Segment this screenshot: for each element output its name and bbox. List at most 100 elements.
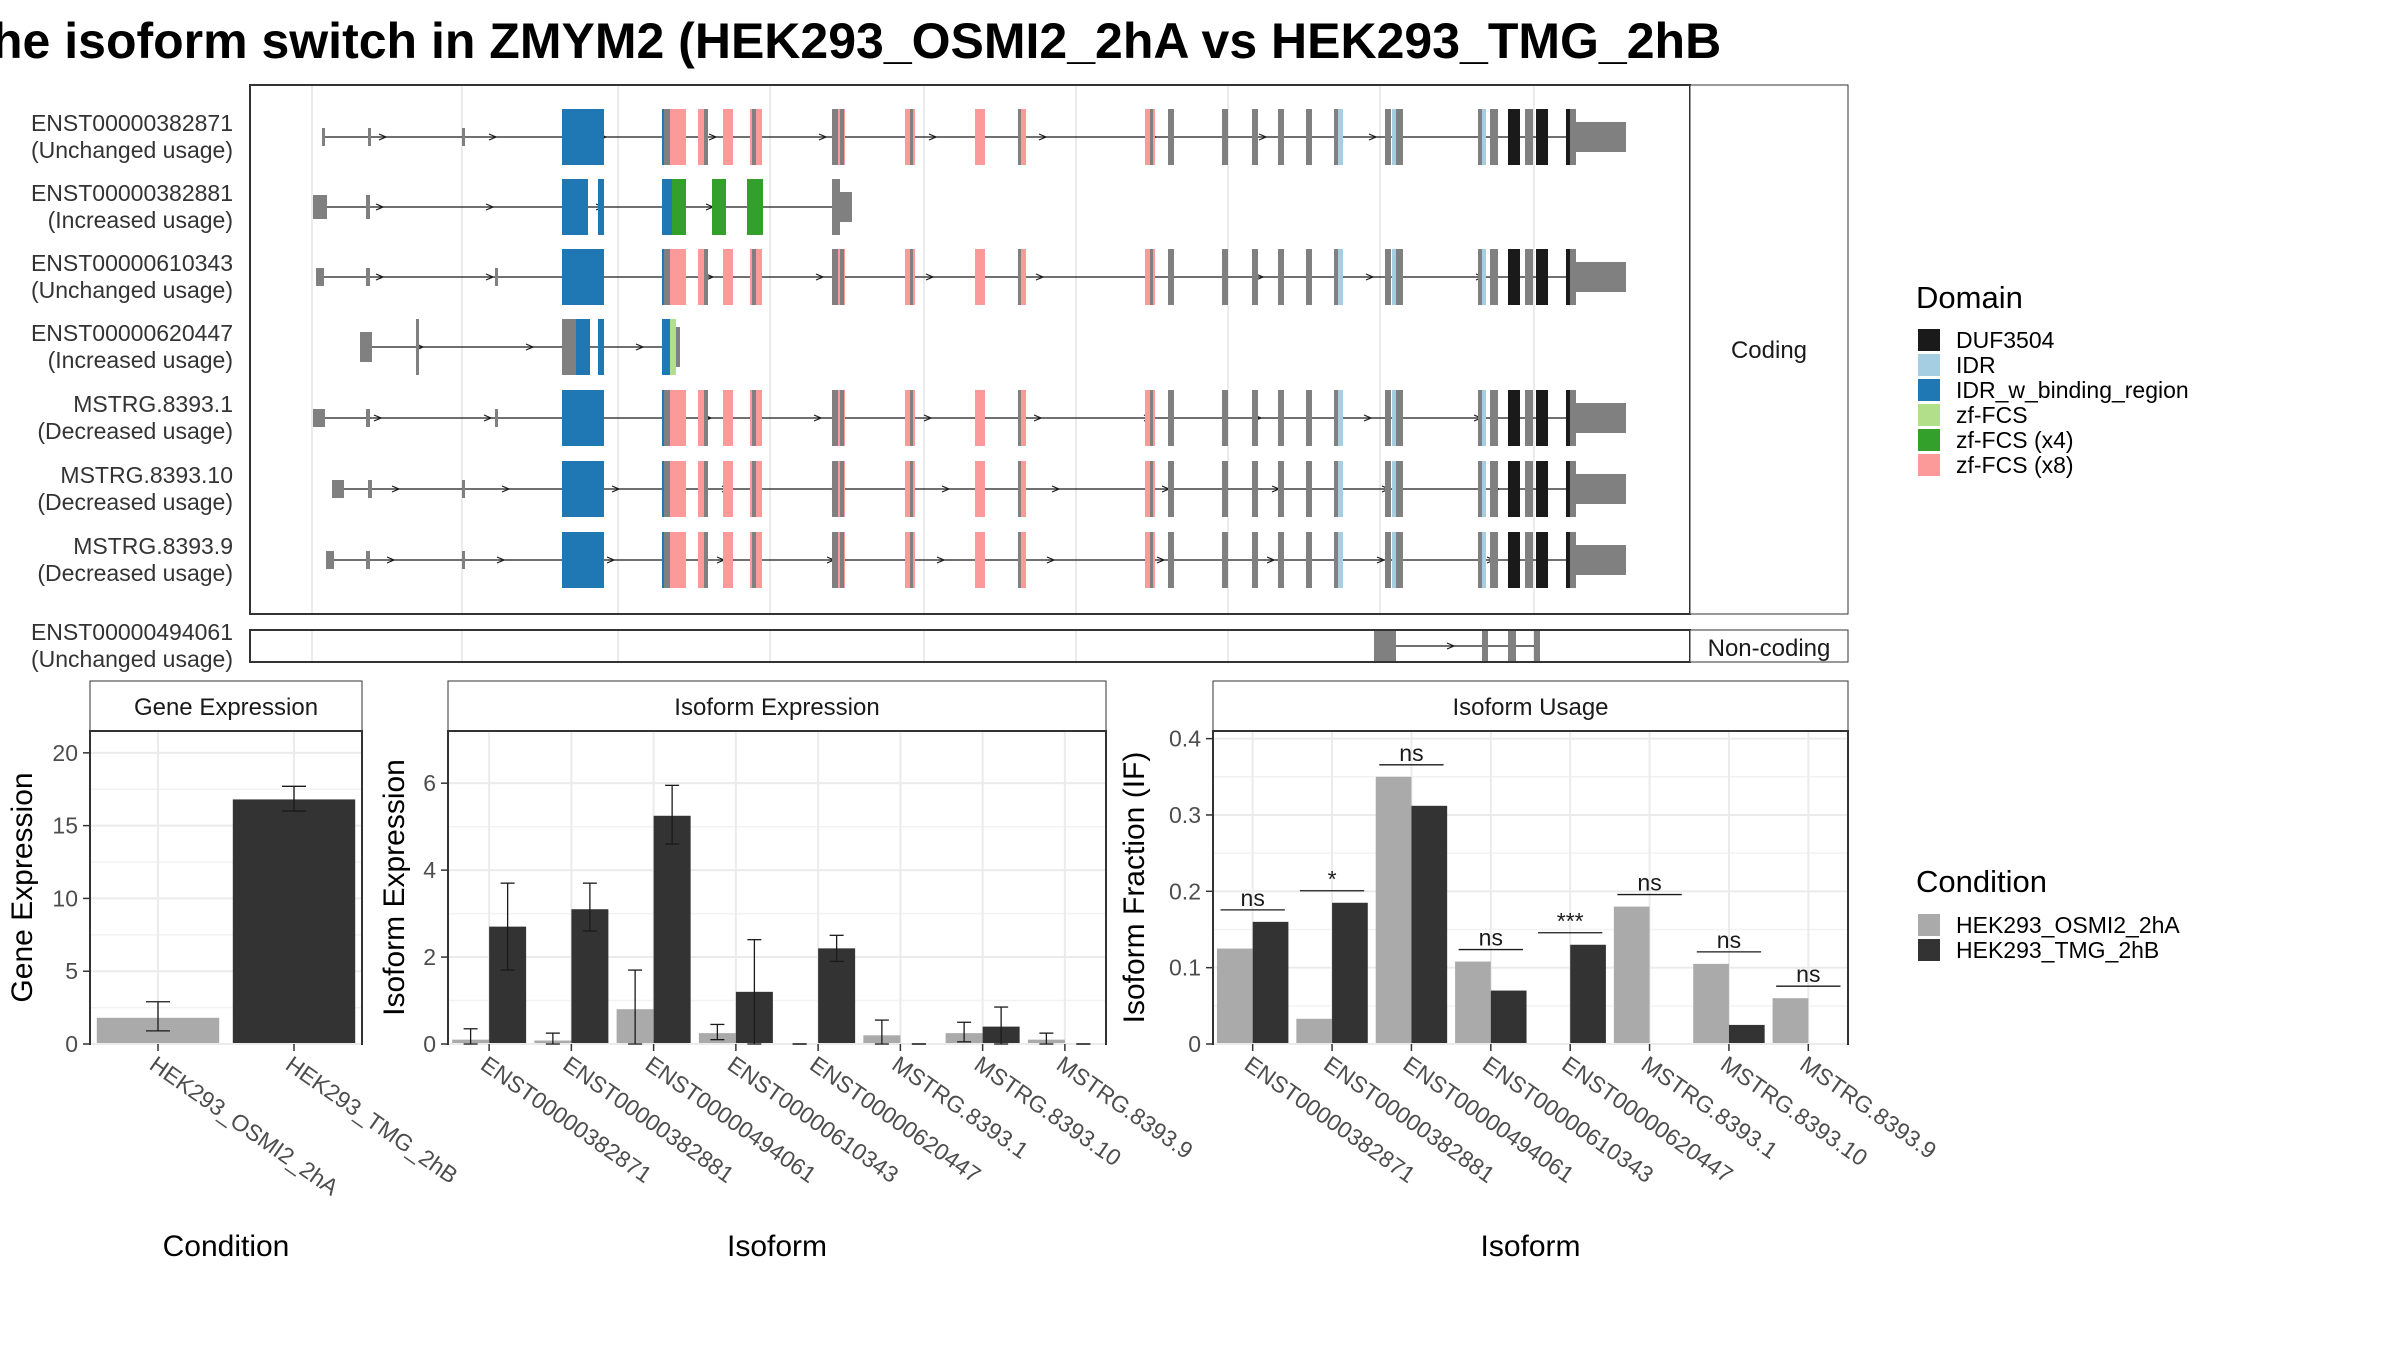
strand-arrow [496,556,506,564]
exon [832,390,838,446]
strand-arrow [488,133,498,141]
exon [1018,532,1021,588]
exon [1018,109,1021,165]
exon [1396,532,1403,588]
exon [664,109,670,165]
domain-duf3504 [1508,461,1520,517]
y-axis-title: Gene Expression [6,772,39,1002]
y-tick-label: 0 [423,1031,436,1057]
exon [1525,461,1533,517]
transcript-label: ENST00000610343(Unchanged usage) [31,250,233,303]
facet-strip [89,680,363,732]
transcript-usage: (Decreased usage) [37,489,233,515]
exon [1570,249,1576,305]
domain-duf3504 [1508,532,1520,588]
exon [664,532,670,588]
exon [664,461,670,517]
utr-exon [1576,545,1626,575]
exon [1385,249,1391,305]
strand-arrow [705,273,715,281]
exon [832,109,838,165]
strand-arrow [813,414,823,422]
domain-idr-binding [598,390,604,446]
exon [1168,461,1174,517]
domain-idr [1482,461,1486,517]
y-tick-label: 15 [52,813,78,839]
exon [704,109,708,165]
strand-arrow [1376,556,1386,564]
transcript-structure-panel: CodingNon-codingENST00000382871(Unchange… [31,84,1849,672]
legend-swatch [1918,329,1940,351]
exon [1222,532,1228,588]
transcript-id: MSTRG.8393.10 [60,462,233,488]
transcript-usage: (Increased usage) [48,347,233,373]
legend-label: DUF3504 [1956,327,2055,353]
bar [232,799,356,1043]
domain-idr [1338,461,1343,517]
legend-label: zf-FCS [1956,402,2028,428]
exon [910,249,913,305]
domain-zf-fcs-x8 [975,109,985,165]
bar [1570,944,1606,1043]
exon [1222,461,1228,517]
domain-idr [1392,461,1396,517]
exon [1385,390,1391,446]
domain-zf-fcs-x8 [1018,249,1026,305]
exon [1150,532,1153,588]
utr-exon [322,128,325,146]
domain-idr [1338,390,1343,446]
isoform-usage-chart: Isoform Usage00.10.20.30.4ENST0000038287… [1118,680,1941,1263]
domain-zf-fcs-x8 [698,532,706,588]
domain-idr [1482,390,1486,446]
significance-label: ns [1399,740,1423,766]
legend-swatch [1918,939,1940,961]
isoform-expression-chart: Isoform Expression0246ENST00000382871ENS… [378,680,1198,1263]
exon [1525,532,1533,588]
transcript-usage: (Decreased usage) [37,418,233,444]
domain-idr-binding [562,532,604,588]
exon [1534,631,1540,661]
domain-idr [1482,109,1486,165]
utr-exon [366,268,370,286]
bar [1252,921,1289,1043]
exon [1168,532,1174,588]
bar [1772,998,1809,1043]
strand-arrow [815,273,825,281]
coding-strip [1689,84,1849,615]
domain-zf-fcs-x8 [1018,390,1026,446]
utr-exon [1576,403,1626,433]
exon [840,249,844,305]
strand-arrow [1363,414,1373,422]
y-tick-label: 0.1 [1169,955,1201,981]
domain-zf-fcs-x8 [975,249,985,305]
exon [1150,109,1153,165]
exon [1334,532,1340,588]
y-tick-label: 0.3 [1169,802,1201,828]
legend-swatch [1918,454,1940,476]
utr-exon [416,319,419,375]
y-tick-label: 5 [65,958,78,984]
facet-title: Isoform Usage [1452,694,1608,721]
domain-zf-fcs-x8 [723,461,733,517]
utr-exon [462,128,465,146]
exon [1334,461,1340,517]
strand-arrow [1258,133,1268,141]
domain-zf-fcs-x8 [723,390,733,446]
exon [910,390,913,446]
exon [1306,390,1312,446]
bar [1216,948,1253,1043]
domain-idr-binding [662,179,672,235]
exon [1525,390,1533,446]
exon [1306,461,1312,517]
legend-label: zf-FCS (x8) [1956,452,2074,478]
strand-arrow [635,343,645,351]
domain-idr [1392,109,1396,165]
y-tick-label: 20 [52,740,78,766]
utr-exon [313,195,327,219]
exon [910,532,913,588]
exon [752,532,756,588]
domain-legend: DomainDUF3504IDRIDR_w_binding_regionzf-F… [1916,280,2189,478]
bar [1613,906,1650,1043]
domain-idr-binding [662,319,670,375]
